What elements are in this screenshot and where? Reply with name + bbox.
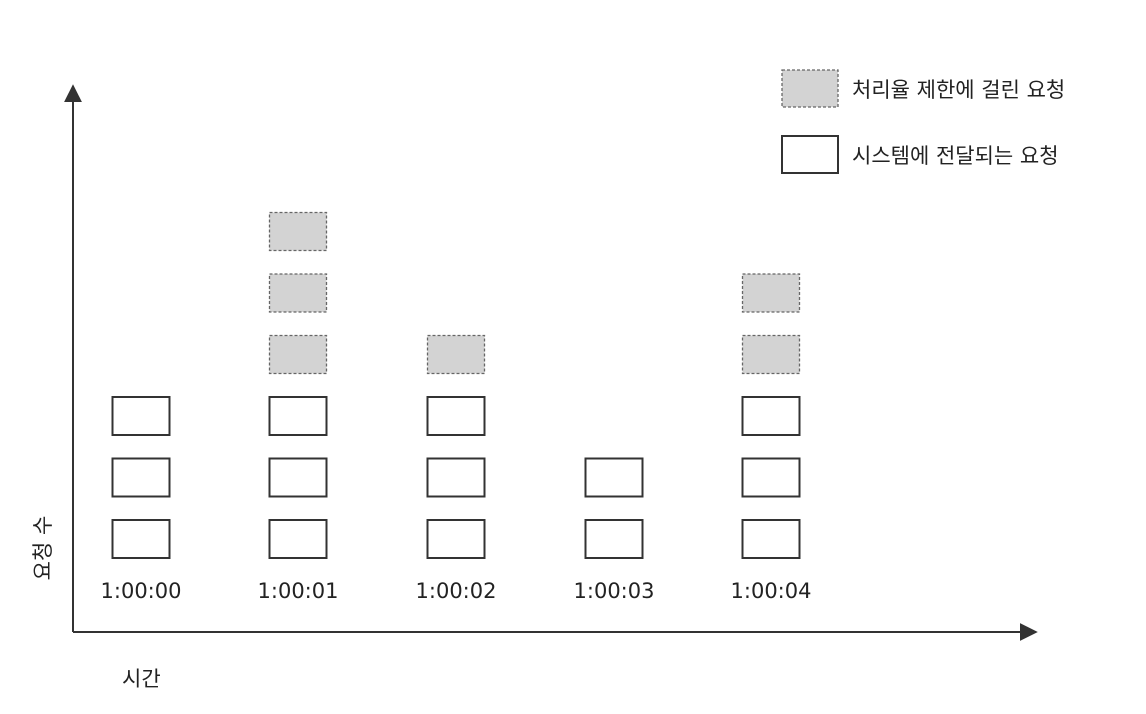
limited-request-box-4-0 [741,334,801,375]
passed-request-box-4-2 [741,396,801,436]
passed-request-box-0-0 [111,519,171,559]
passed-request-box-4-1 [741,457,801,498]
x-tick-label-3: 1:00:03 [574,579,655,603]
x-tick-labels: 1:00:00 1:00:01 1:00:02 1:00:03 1:00:04 [101,579,812,603]
legend: 처리율 제한에 걸린 요청 시스템에 전달되는 요청 [781,69,1065,174]
x-tick-label-2: 1:00:02 [416,579,497,603]
y-axis-title: 요청 수 [31,516,55,581]
x-tick-label-4: 1:00:04 [731,579,812,603]
legend-swatch-passed [781,135,839,174]
passed-request-box-3-1 [584,457,644,498]
passed-request-box-1-1 [268,457,328,498]
limited-request-box-2-0 [426,334,486,375]
limited-request-box-1-2 [268,211,328,252]
limited-request-box-1-0 [268,334,328,375]
passed-request-box-2-0 [426,519,486,559]
legend-label-passed: 시스템에 전달되는 요청 [852,144,1059,168]
limited-request-box-4-1 [741,273,801,313]
legend-label-limited: 처리율 제한에 걸린 요청 [852,78,1065,102]
passed-request-box-0-1 [111,457,171,498]
x-axis-title: 시간 [122,667,161,691]
passed-request-box-2-2 [426,396,486,436]
limited-request-box-1-1 [268,273,328,313]
passed-request-box-1-0 [268,519,328,559]
chart-marks [111,211,801,559]
passed-request-box-0-2 [111,396,171,436]
passed-request-box-1-2 [268,396,328,436]
passed-request-box-2-1 [426,457,486,498]
legend-swatch-limited [781,69,839,108]
passed-request-box-3-0 [584,519,644,559]
x-tick-label-1: 1:00:01 [258,579,339,603]
x-tick-label-0: 1:00:00 [101,579,182,603]
passed-request-box-4-0 [741,519,801,559]
